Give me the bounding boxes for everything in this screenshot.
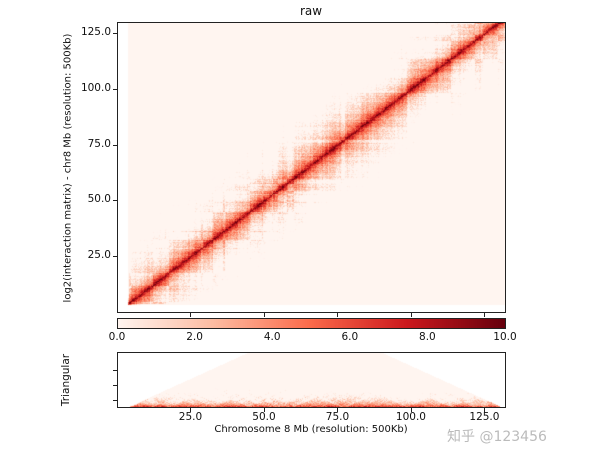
x-tick-label: 25.0 bbox=[178, 411, 203, 423]
x-tick bbox=[263, 313, 265, 317]
x-tick bbox=[410, 313, 412, 317]
watermark: 知乎 @123456 bbox=[447, 429, 547, 445]
y-tick bbox=[113, 256, 117, 258]
colorbar-tick-label: 8.0 bbox=[419, 331, 436, 343]
x-tick bbox=[190, 408, 192, 412]
y-tick bbox=[113, 200, 117, 202]
heatmap-frame bbox=[117, 22, 506, 313]
y-axis-label: log2(interaction matrix) - chr8 Mb (reso… bbox=[62, 33, 74, 303]
x-tick bbox=[410, 408, 412, 412]
heatmap-matrix bbox=[117, 22, 505, 312]
colorbar bbox=[117, 318, 505, 328]
y-tick bbox=[113, 400, 117, 401]
y-tick bbox=[113, 385, 117, 386]
triangular-heatmap bbox=[117, 352, 505, 407]
x-tick bbox=[190, 313, 192, 317]
colorbar-tick-label: 4.0 bbox=[263, 331, 281, 343]
colorbar-tick-label: 2.0 bbox=[186, 331, 203, 343]
x-tick-label: 100.0 bbox=[395, 411, 426, 423]
x-tick bbox=[337, 313, 339, 317]
y-tick bbox=[113, 144, 117, 146]
x-tick-label: 75.0 bbox=[325, 411, 350, 423]
y-tick bbox=[113, 370, 117, 371]
x-tick bbox=[337, 408, 339, 412]
x-axis-label: Chromosome 8 Mb (resolution: 500Kb) bbox=[214, 424, 408, 435]
colorbar-tick-label: 10.0 bbox=[493, 331, 517, 343]
triangular-label: Triangular bbox=[60, 353, 72, 407]
x-tick bbox=[263, 408, 265, 412]
y-tick bbox=[113, 33, 117, 35]
colorbar-tick-label: 0.0 bbox=[108, 331, 126, 343]
x-tick bbox=[484, 313, 486, 317]
chart-title: raw bbox=[300, 4, 323, 18]
x-tick-label: 125.0 bbox=[469, 411, 500, 423]
y-tick-label: 100.0 bbox=[80, 81, 111, 94]
y-tick-label: 75.0 bbox=[87, 137, 111, 150]
x-tick bbox=[484, 408, 486, 412]
x-tick-label: 50.0 bbox=[252, 411, 276, 423]
colorbar-frame bbox=[117, 318, 506, 329]
y-tick bbox=[113, 88, 117, 90]
y-tick-label: 125.0 bbox=[80, 26, 111, 39]
y-tick-label: 50.0 bbox=[87, 193, 111, 206]
y-tick-label: 25.0 bbox=[87, 249, 111, 262]
colorbar-tick-label: 6.0 bbox=[341, 331, 359, 343]
triangular-frame bbox=[117, 352, 506, 408]
